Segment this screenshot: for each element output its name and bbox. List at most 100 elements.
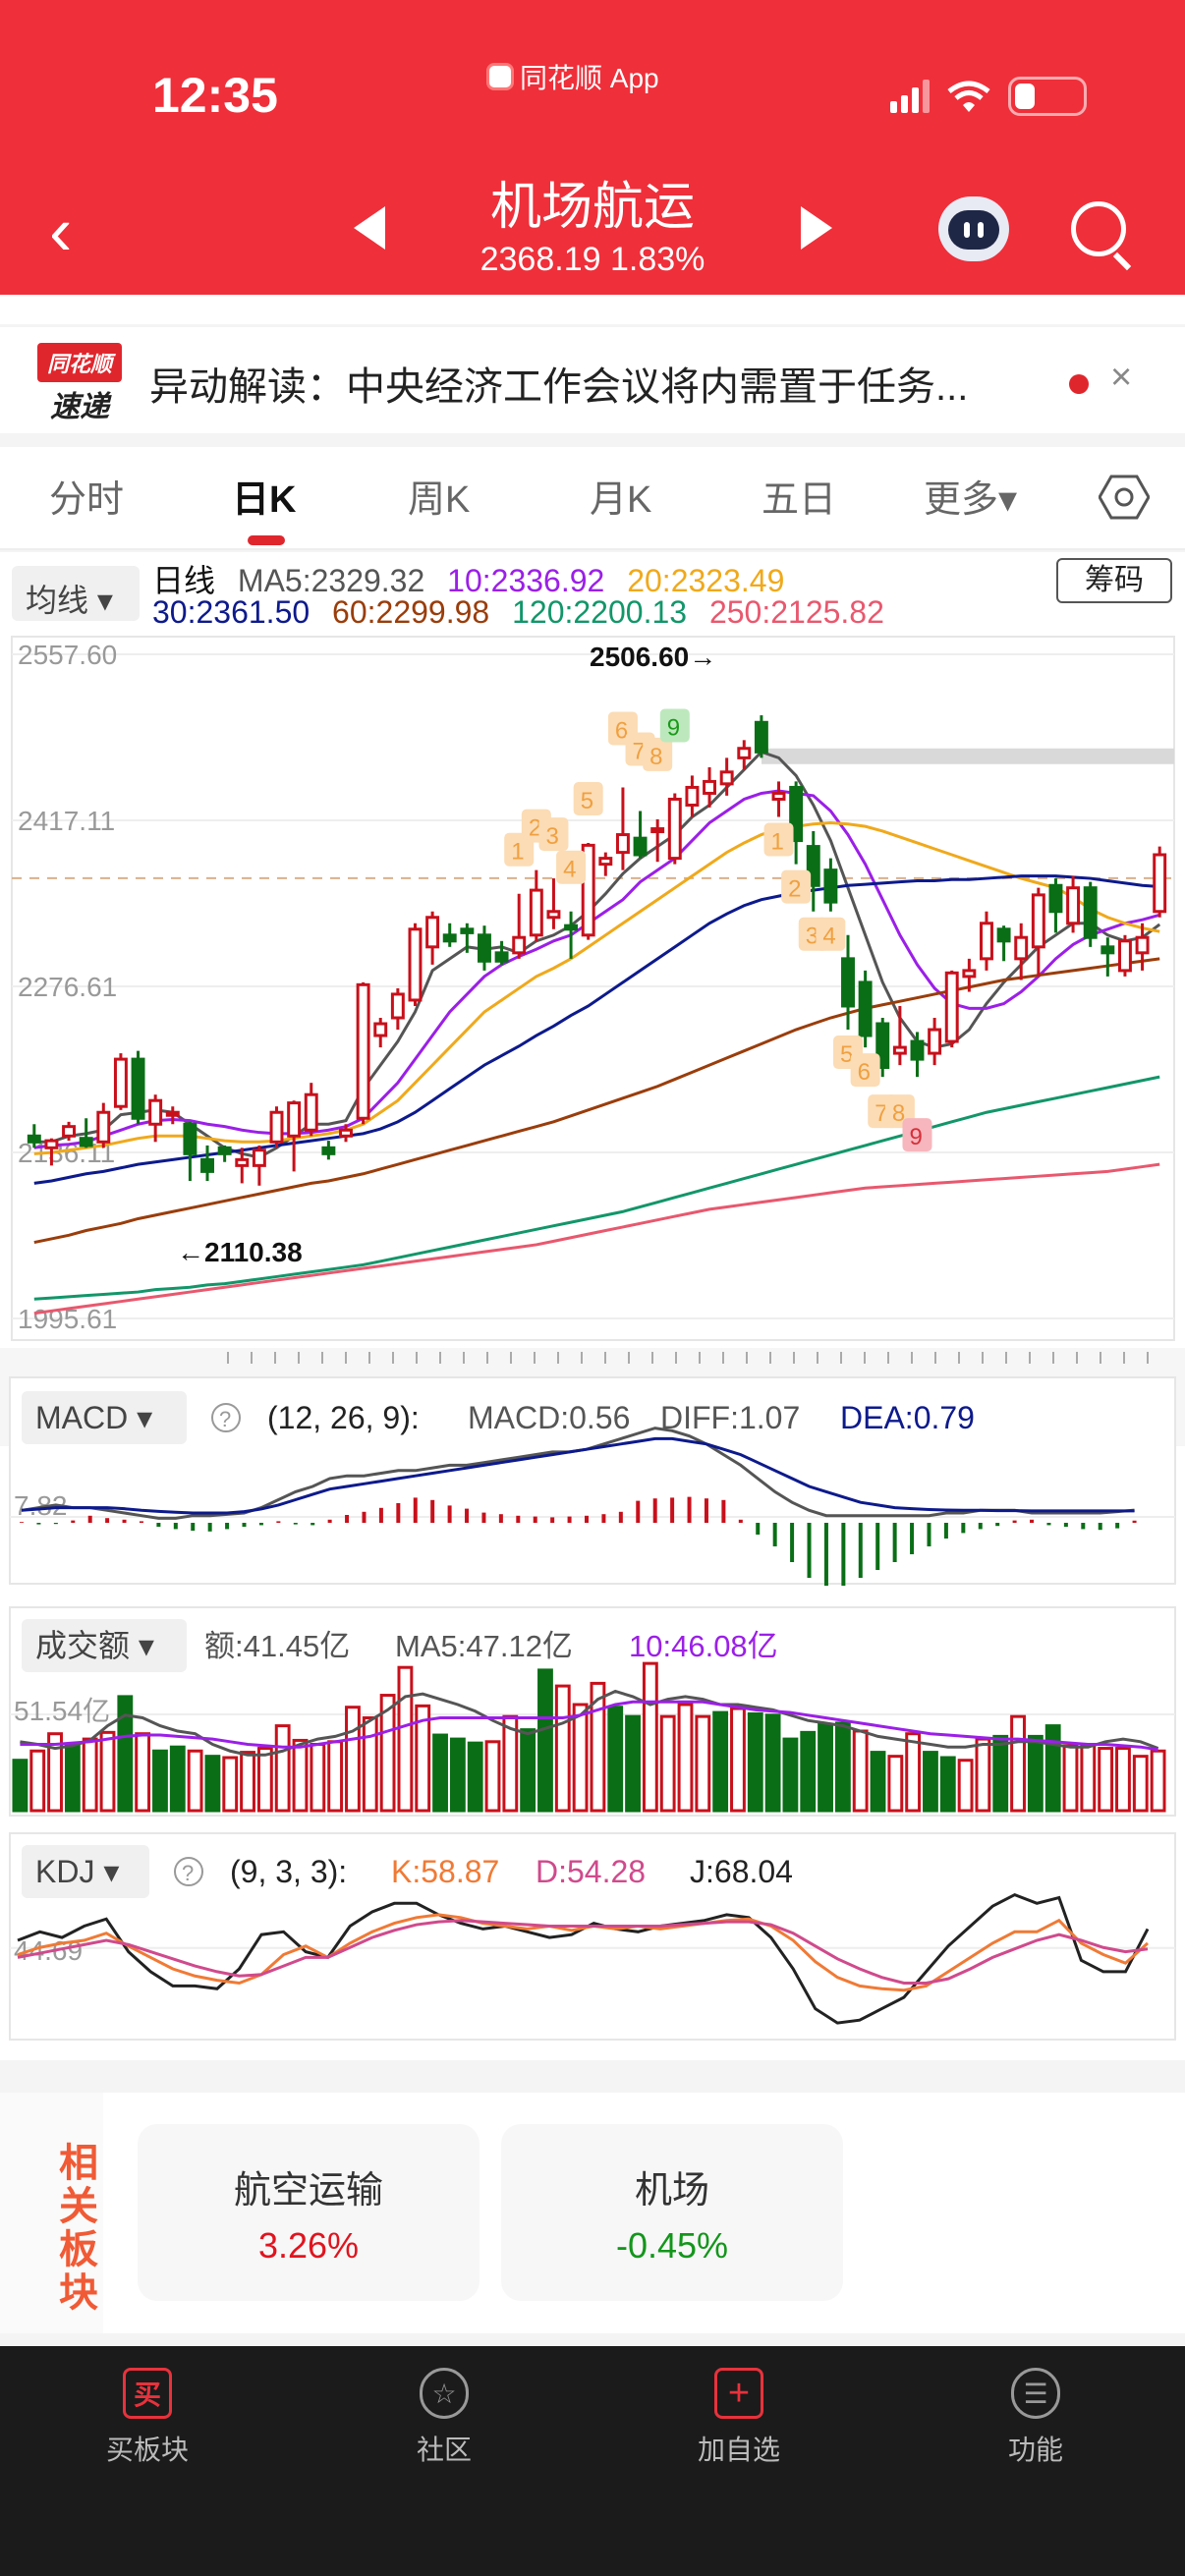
sector-change: -0.45% <box>615 2225 729 2266</box>
ma10-value: 10:2336.92 <box>447 563 605 598</box>
svg-text:?: ? <box>182 1861 194 1885</box>
active-tab-indicator <box>248 535 285 545</box>
status-app-label: 同花顺 App <box>486 57 659 96</box>
svg-text:9: 9 <box>667 714 680 741</box>
add-watchlist-label: 加自选 <box>697 2435 780 2465</box>
buy-sector-button[interactable]: 买 买板块 <box>49 2368 246 2468</box>
status-icons <box>890 77 1087 116</box>
svg-text:?: ? <box>219 1407 231 1431</box>
tab-intraday[interactable]: 分时 <box>49 479 125 521</box>
app-name: 同花顺 App <box>520 63 659 93</box>
next-stock-button[interactable] <box>801 206 832 250</box>
ma20-value: 20:2323.49 <box>627 563 785 598</box>
chip-distribution-button[interactable]: 筹码 <box>1056 558 1172 603</box>
svg-text:8: 8 <box>649 744 662 770</box>
svg-text:MACD ▾: MACD ▾ <box>35 1400 152 1435</box>
svg-text:5: 5 <box>581 788 593 814</box>
logo-top: 同花顺 <box>37 343 122 382</box>
svg-text:1: 1 <box>511 839 524 866</box>
svg-text:2276.61: 2276.61 <box>18 972 117 1002</box>
svg-text:7: 7 <box>633 739 646 765</box>
bottom-action-bar: 买 买板块 ☆ 社区 + 加自选 ☰ 功能 <box>0 2346 1185 2576</box>
svg-text:←2110.38: ←2110.38 <box>177 1237 303 1267</box>
sector-card-air-transport[interactable]: 航空运输 3.26% <box>138 2124 480 2301</box>
tab-more[interactable]: 更多▾ <box>924 479 1018 521</box>
top-bar: 12:35 同花顺 App ‹ 机场航运 2368.19 1.83% <box>0 0 1185 295</box>
community-icon: ☆ <box>420 2368 469 2419</box>
news-logo: 同花顺 速递 <box>37 343 122 423</box>
svg-text:7: 7 <box>875 1100 887 1127</box>
svg-text:DEA:0.79: DEA:0.79 <box>840 1400 975 1435</box>
svg-text:2: 2 <box>529 815 541 842</box>
back-button[interactable]: ‹ <box>49 193 73 269</box>
price-change: 2368.19 1.83% <box>480 241 705 278</box>
settings-icon[interactable] <box>1099 475 1150 520</box>
collapsed-header-strip <box>0 295 1185 324</box>
svg-text:3: 3 <box>545 823 558 850</box>
tab-daily-k[interactable]: 日K <box>232 479 297 521</box>
kdj-chart[interactable]: KDJ ▾? (9, 3, 3): K:58.87 D:54.28 J:68.0444.… <box>0 1829 1185 2045</box>
ma120-value: 120:2200.13 <box>512 594 688 630</box>
ma30-value: 30:2361.50 <box>152 594 310 630</box>
sector-card-airport[interactable]: 机场 -0.45% <box>501 2124 843 2301</box>
svg-text:5: 5 <box>840 1041 853 1068</box>
buy-sector-icon: 买 <box>123 2368 172 2419</box>
sector-name: 机场 <box>634 2170 709 2212</box>
news-headline[interactable]: 异动解读：中央经济工作会议将内需置于任务... <box>149 365 969 409</box>
ma-legend-line1: 日线 MA5:2329.32 10:2336.92 20:2323.49 <box>152 556 798 601</box>
svg-text:51.54亿: 51.54亿 <box>14 1696 110 1726</box>
news-banner[interactable]: 同花顺 速递 异动解读：中央经济工作会议将内需置于任务... × <box>0 327 1185 433</box>
add-watchlist-button[interactable]: + 加自选 <box>641 2368 837 2468</box>
search-button[interactable] <box>1071 201 1126 256</box>
prev-stock-button[interactable] <box>354 206 385 250</box>
add-watchlist-icon: + <box>714 2368 763 2419</box>
ma-legend-line2: 30:2361.50 60:2299.98 120:2200.13 250:21… <box>152 594 898 631</box>
volume-chart[interactable]: 成交额 ▾ 额:41.45亿 MA5:47.12亿 10:46.08亿 51.54亿 <box>0 1599 1185 1820</box>
ma-selector[interactable]: 均线 ▾ <box>12 566 140 621</box>
svg-text:9: 9 <box>909 1124 922 1150</box>
robot-icon <box>948 210 999 250</box>
svg-text:2506.60→: 2506.60→ <box>590 642 716 672</box>
close-news-button[interactable]: × <box>1110 357 1133 398</box>
svg-text:MA5:47.12亿: MA5:47.12亿 <box>395 1629 573 1663</box>
related-sectors-label: 相关板块 <box>0 2093 103 2333</box>
svg-text:6: 6 <box>858 1059 871 1086</box>
sector-change: 3.26% <box>257 2225 360 2266</box>
svg-text:4: 4 <box>563 857 576 883</box>
ma60-value: 60:2299.98 <box>332 594 490 630</box>
tab-five-day[interactable]: 五日 <box>762 479 837 521</box>
svg-text:2557.60: 2557.60 <box>18 640 117 670</box>
signal-icon <box>890 80 930 113</box>
logo-bottom: 速递 <box>50 391 109 423</box>
ai-assistant-button[interactable] <box>938 196 1009 261</box>
svg-text:2: 2 <box>788 876 801 903</box>
svg-text:DIFF:1.07: DIFF:1.07 <box>660 1400 800 1435</box>
page-title: 机场航运 <box>489 179 695 236</box>
svg-text:3: 3 <box>806 924 818 950</box>
svg-text:额:41.45亿: 额:41.45亿 <box>204 1629 350 1663</box>
tab-monthly-k[interactable]: 月K <box>590 479 652 521</box>
svg-text:2417.11: 2417.11 <box>18 806 115 836</box>
sector-name: 航空运输 <box>233 2170 383 2212</box>
svg-text:10:46.08亿: 10:46.08亿 <box>629 1629 778 1663</box>
community-button[interactable]: ☆ 社区 <box>346 2368 542 2468</box>
svg-text:K:58.87: K:58.87 <box>391 1854 499 1889</box>
related-sectors: 相关板块 航空运输 3.26% 机场 -0.45% <box>0 2093 1185 2333</box>
functions-button[interactable]: ☰ 功能 <box>937 2368 1134 2468</box>
svg-text:(9, 3, 3):: (9, 3, 3): <box>230 1854 347 1889</box>
period-tabs: 分时 日K 周K 月K 五日 更多▾ <box>0 447 1185 550</box>
unread-dot <box>1069 374 1089 394</box>
period-label: 日线 <box>152 563 216 598</box>
svg-text:J:68.04: J:68.04 <box>690 1854 793 1889</box>
svg-text:D:54.28: D:54.28 <box>536 1854 646 1889</box>
svg-text:1: 1 <box>771 829 784 856</box>
macd-chart[interactable]: MACD ▾? (12, 26, 9): MACD:0.56 DIFF:1.07 DEA… <box>0 1366 1185 1592</box>
battery-icon <box>1008 77 1087 116</box>
tab-weekly-k[interactable]: 周K <box>408 479 471 521</box>
wifi-icon <box>947 81 990 112</box>
svg-text:(12, 26, 9):: (12, 26, 9): <box>267 1400 420 1435</box>
buy-sector-label: 买板块 <box>105 2435 189 2465</box>
ma5-value: MA5:2329.32 <box>237 563 425 598</box>
svg-text:成交额 ▾: 成交额 ▾ <box>35 1628 154 1663</box>
